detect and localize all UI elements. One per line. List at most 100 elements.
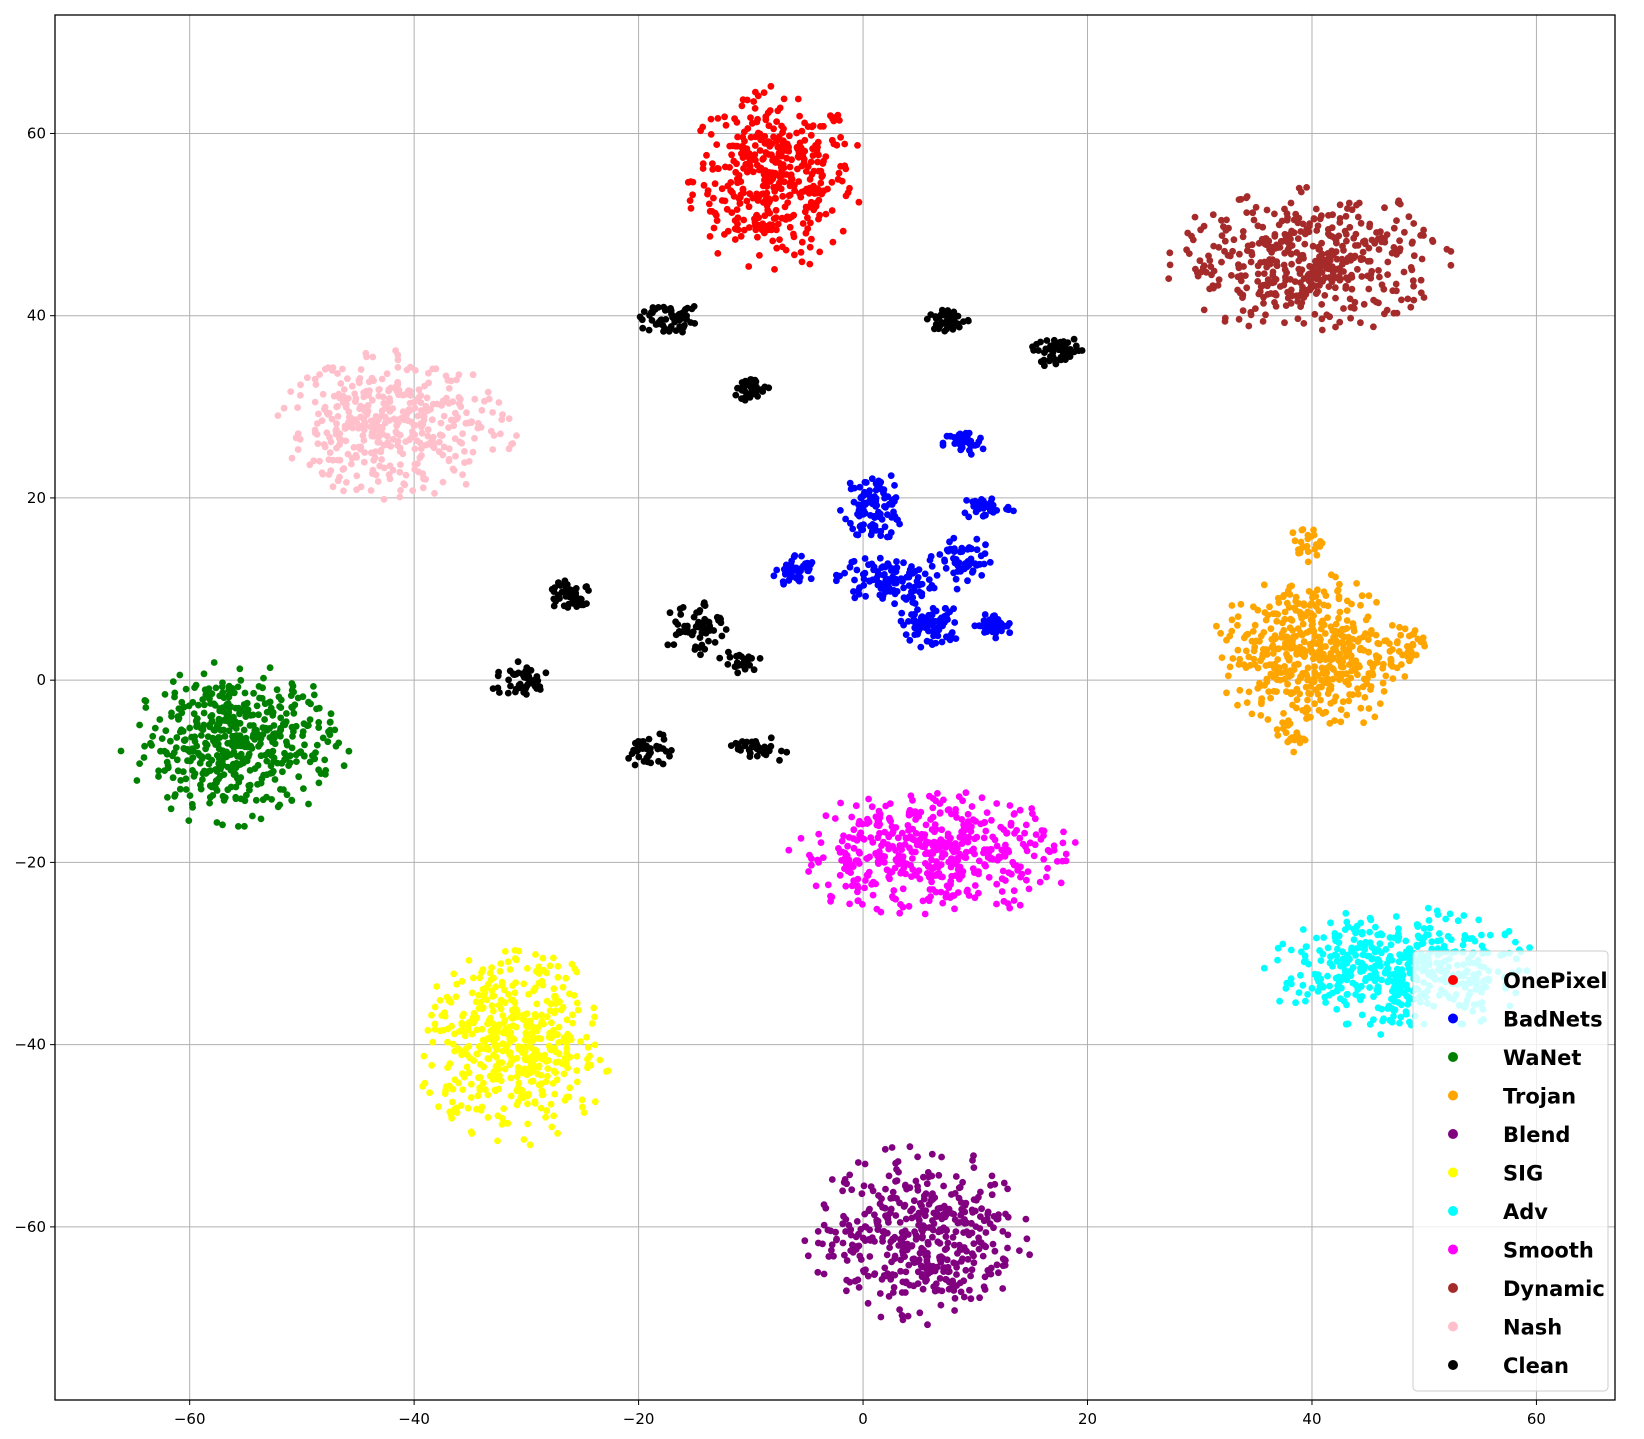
data-point [498,1059,506,1066]
data-point [938,826,946,834]
data-point [547,1100,555,1108]
data-point [269,747,277,755]
data-point [686,197,694,205]
data-point [396,444,404,452]
data-point [401,416,408,424]
data-point [547,1000,555,1008]
data-point [929,1233,936,1241]
data-point [529,1034,537,1041]
data-point [239,756,247,764]
data-point [475,1005,483,1012]
data-point [1248,241,1256,249]
data-point [236,709,244,717]
data-point [854,510,861,518]
data-point [1410,296,1418,304]
data-point [1254,664,1262,672]
data-point [874,581,882,589]
data-point [927,311,935,318]
data-point [1364,272,1371,280]
data-point [1235,315,1243,323]
data-point [882,1185,889,1193]
data-point [1335,939,1343,946]
data-point [899,1240,907,1247]
data-point [1357,219,1365,227]
data-point [1367,683,1375,690]
data-point [1276,997,1283,1005]
data-point [1396,1019,1403,1027]
data-point [1280,710,1287,717]
data-point [884,1215,891,1222]
data-point [971,497,979,505]
data-point [1235,661,1243,668]
data-point [514,1084,522,1092]
data-point [853,531,860,538]
data-point [1271,664,1278,672]
data-point [923,637,931,645]
data-point [200,709,208,717]
data-point [1447,936,1455,943]
data-point [333,392,341,400]
data-point [384,439,391,446]
data-point [964,1255,972,1263]
series-onepixel [684,82,863,273]
data-point [1374,1004,1382,1012]
data-point [1001,622,1009,630]
data-point [847,1231,855,1239]
data-point [1288,582,1296,590]
data-point [861,1210,869,1218]
data-point [1335,614,1342,622]
data-point [808,855,815,862]
data-point [874,834,882,842]
data-point [199,770,207,777]
data-point [711,180,719,188]
data-point [559,983,567,991]
data-point [474,1092,482,1100]
data-point [944,1239,952,1247]
data-point [591,1098,599,1106]
data-point [942,605,949,612]
data-point [211,727,219,734]
data-point [1394,999,1402,1006]
data-point [1336,608,1344,616]
data-point [374,478,382,485]
data-point [1358,592,1366,600]
data-point [956,1246,964,1254]
data-point [1271,231,1279,238]
data-point [779,129,786,137]
data-point [914,574,922,581]
data-point [271,776,279,783]
data-point [501,1016,509,1024]
data-point [1296,690,1304,698]
data-point [744,125,752,132]
data-point [926,556,934,564]
data-point [981,624,989,632]
data-point [759,199,767,206]
data-point [1403,1010,1410,1018]
data-point [1240,661,1248,668]
data-point [639,324,647,332]
data-point [220,694,228,702]
data-point [1011,810,1018,817]
series-sig [419,947,612,1149]
data-point [460,1010,467,1018]
data-point [922,1252,930,1260]
data-point [1359,248,1367,256]
data-point [1356,635,1363,643]
data-point [550,954,557,962]
data-point [728,151,735,159]
data-point [1340,997,1348,1005]
data-point [1006,802,1014,809]
data-point [740,216,748,224]
data-point [458,1070,466,1078]
data-point [176,671,184,679]
data-point [950,548,958,555]
data-point [760,89,768,96]
data-point [221,732,229,740]
data-point [1327,919,1334,927]
data-point [834,175,842,183]
data-point [992,634,1000,642]
data-point [1218,232,1226,240]
data-point [820,1201,828,1209]
data-point [142,704,150,711]
data-point [237,750,245,758]
